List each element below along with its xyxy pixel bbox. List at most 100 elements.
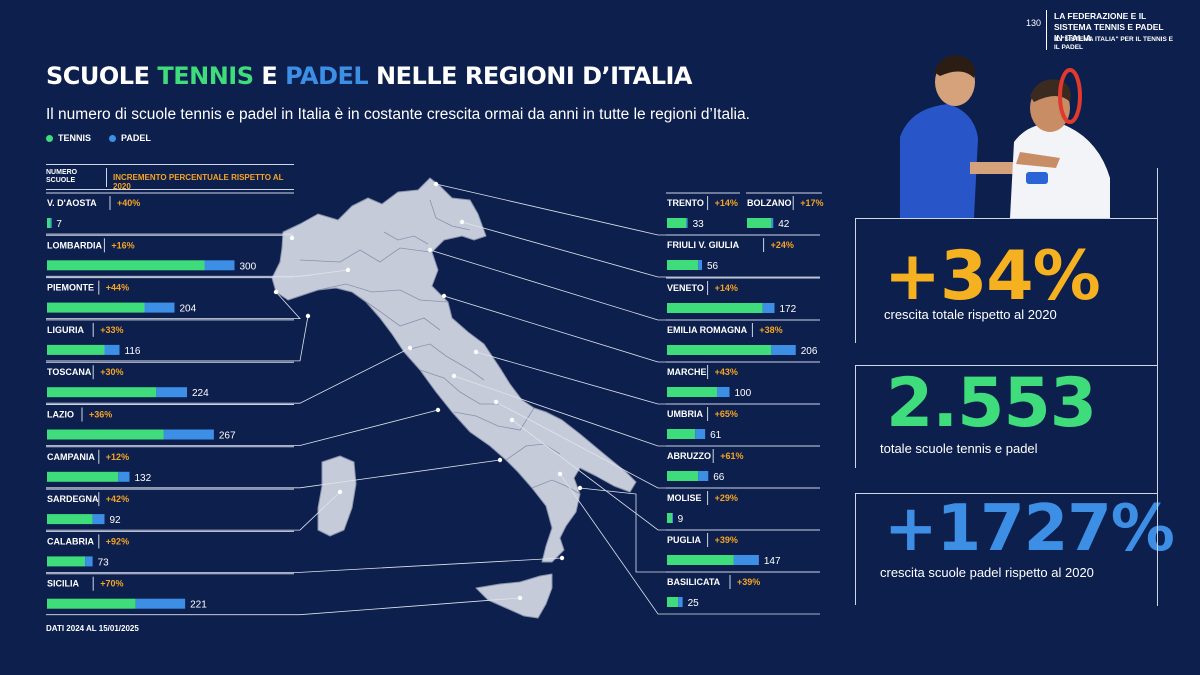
bar-padel-sicilia: [135, 598, 186, 609]
leader-line-toscana: [46, 347, 411, 404]
region-increment-liguria: +33%: [100, 325, 123, 335]
map-marker-marche: [473, 349, 479, 355]
stat-label-padel: crescita scuole padel rispetto al 2020: [880, 565, 1094, 580]
leader-line-liguria: [46, 315, 309, 362]
header-divider: [1046, 10, 1047, 50]
bar-padel-bolzano: [771, 218, 774, 228]
bar-padel-lombardia: [204, 260, 235, 271]
map-marker-lazio: [435, 407, 441, 413]
header-count-line2: SCUOLE: [46, 177, 76, 184]
title-part: E: [253, 62, 286, 90]
map-marker-puglia: [577, 485, 583, 491]
region-total-lazio: 267: [219, 431, 236, 442]
stat-label-total: totale scuole tennis e padel: [880, 441, 1038, 456]
bar-padel-molise: [672, 513, 673, 523]
bar-padel-calabria: [85, 556, 93, 567]
bar-padel-trento: [686, 218, 688, 228]
header-increment: INCREMENTO PERCENTUALE RISPETTO AL 2020: [113, 173, 284, 191]
region-name-puglia: PUGLIA: [667, 535, 702, 545]
map-marker-basilicata: [557, 471, 563, 477]
stat-box-total: 2.553 totale scuole tennis e padel: [855, 364, 1157, 468]
header-count-line1: NUMERO: [46, 169, 78, 176]
region-increment-abruzzo: +61%: [720, 451, 743, 461]
stat-label-growth: crescita totale rispetto al 2020: [884, 307, 1057, 322]
region-total-lombardia: 300: [240, 261, 257, 272]
bar-padel-puglia: [733, 555, 759, 565]
map-border: [531, 479, 581, 495]
region-name-abruzzo: ABRUZZO: [667, 451, 711, 461]
bar-tennis-abruzzo: [667, 471, 699, 481]
player-right: [1010, 68, 1110, 218]
region-name-piemonte: PIEMONTE: [47, 283, 94, 293]
map-marker-sardegna: [337, 489, 343, 495]
region-name-lombardia: LOMBARDIA: [47, 240, 102, 250]
title-padel: PADEL: [285, 62, 369, 90]
bar-tennis-trento: [667, 218, 687, 228]
section-title: LA FEDERAZIONE E IL SISTEMA TENNIS E PAD…: [1054, 11, 1164, 43]
region-name-toscana: TOSCANA: [47, 367, 92, 377]
region-increment-sardegna: +42%: [106, 494, 129, 504]
region-increment-bolzano: +17%: [800, 198, 823, 208]
region-total-toscana: 224: [192, 388, 209, 399]
map-border: [383, 231, 429, 245]
bar-tennis-calabria: [47, 556, 86, 567]
map-border: [429, 199, 471, 231]
legend-tennis: TENNIS: [46, 133, 91, 143]
map-border: [299, 247, 431, 263]
bar-tennis-liguria: [47, 344, 105, 355]
region-total-trento: 33: [693, 219, 705, 230]
leader-line-lazio: [46, 409, 439, 446]
region-increment-sicilia: +70%: [100, 579, 123, 589]
region-increment-molise: +29%: [715, 493, 738, 503]
region-increment-emilia-romagna: +38%: [759, 325, 782, 335]
stat-value-growth: +34%: [884, 237, 1101, 316]
region-increment-umbria: +65%: [715, 409, 738, 419]
tennis-swatch: [46, 134, 53, 142]
title-part: NELLE REGIONI D’ITALIA: [368, 62, 692, 90]
bar-padel-veneto: [762, 303, 775, 313]
map-marker-umbria: [451, 373, 457, 379]
region-total-sicilia: 221: [190, 600, 207, 611]
region-name-lazio: LAZIO: [47, 410, 74, 420]
region-name-umbria: UMBRIA: [667, 409, 703, 419]
region-increment-v-d-aosta: +40%: [117, 198, 140, 208]
bar-padel-umbria: [695, 429, 706, 439]
region-name-sardegna: SARDEGNA: [47, 494, 99, 504]
bar-tennis-lazio: [47, 429, 164, 440]
bar-tennis-campania: [47, 471, 119, 482]
region-increment-trento: +14%: [715, 198, 738, 208]
leader-line-v-d-aosta: [46, 233, 293, 238]
table-header: NUMERO SCUOLE INCREMENTO PERCENTUALE RISP…: [46, 164, 294, 191]
region-increment-friuli-v-giulia: +24%: [771, 240, 794, 250]
title-tennis: TENNIS: [157, 62, 254, 90]
map-border: [453, 407, 535, 431]
map-mainland: [271, 177, 637, 563]
bar-padel-friuli-v-giulia: [698, 260, 702, 270]
player-left: [900, 55, 1020, 218]
region-name-bolzano: BOLZANO: [747, 198, 792, 208]
bar-tennis-marche: [667, 387, 717, 397]
map-marker-calabria: [559, 555, 565, 561]
leader-line-campania: [46, 459, 501, 489]
page-title: SCUOLE TENNIS E PADEL NELLE REGIONI D’IT…: [46, 62, 692, 90]
bar-tennis-emilia-romagna: [667, 345, 772, 355]
region-total-veneto: 172: [780, 304, 797, 315]
leader-line-sicilia: [46, 597, 521, 616]
leader-line-friuli-v-giulia: [461, 221, 820, 278]
bar-tennis-umbria: [667, 429, 696, 439]
bar-tennis-molise: [667, 513, 672, 523]
page-subtitle: Il numero di scuole tennis e padel in It…: [46, 106, 750, 123]
region-name-liguria: LIGURIA: [47, 325, 84, 335]
stat-value-padel: +1727%: [884, 492, 1175, 566]
map-marker-abruzzo: [493, 399, 499, 405]
bar-tennis-piemonte: [47, 302, 145, 313]
region-name-marche: MARCHE: [667, 367, 707, 377]
region-increment-lazio: +36%: [89, 410, 112, 420]
map-sardegna: [317, 455, 357, 537]
map-border: [351, 291, 441, 331]
legend-padel: PADEL: [109, 133, 151, 143]
map-marker-v-d-aosta: [289, 235, 295, 241]
region-name-trento: TRENTO: [667, 198, 704, 208]
map-marker-trento: [433, 181, 439, 187]
